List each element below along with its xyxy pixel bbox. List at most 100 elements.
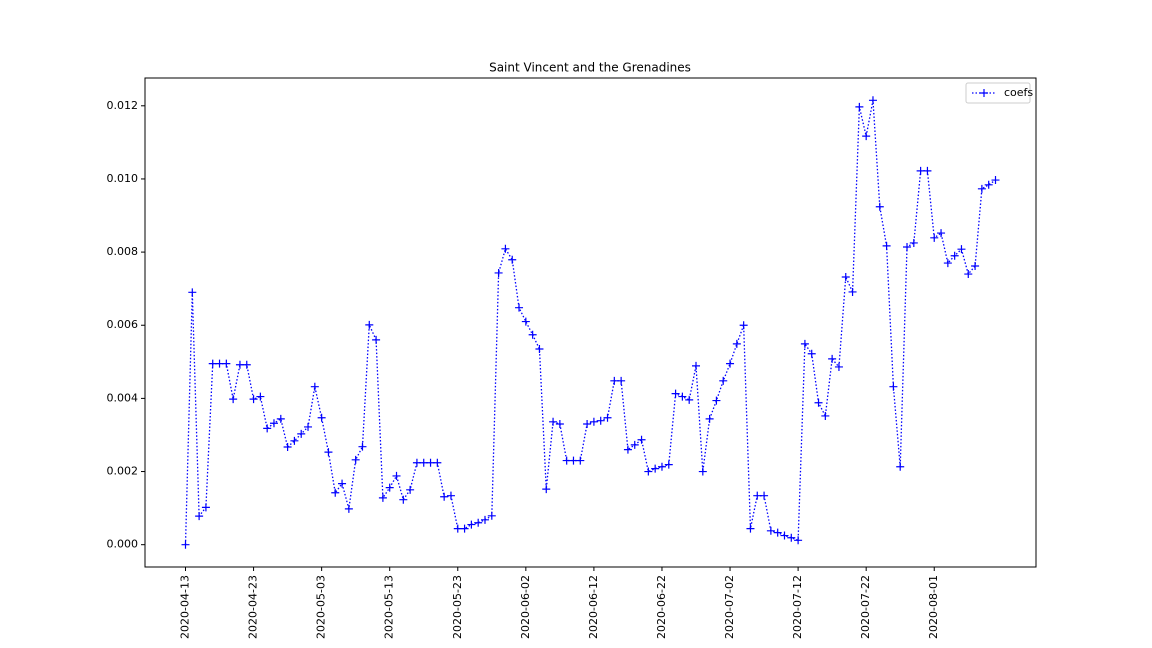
marker: [644, 467, 653, 476]
marker: [283, 443, 292, 452]
marker: [882, 241, 891, 250]
marker: [419, 458, 428, 467]
marker: [351, 455, 360, 464]
marker: [480, 515, 489, 524]
marker: [855, 102, 864, 111]
marker: [862, 132, 871, 141]
marker: [487, 511, 496, 520]
marker: [726, 359, 735, 368]
marker: [766, 526, 775, 535]
marker: [181, 540, 190, 549]
marker: [453, 524, 462, 533]
marker: [664, 460, 673, 469]
marker: [263, 424, 272, 433]
marker: [276, 414, 285, 423]
legend-label: coefs: [1004, 86, 1033, 99]
marker: [671, 389, 680, 398]
marker: [637, 435, 646, 444]
marker: [875, 202, 884, 211]
marker: [535, 345, 544, 354]
marker: [889, 382, 898, 391]
marker: [848, 287, 857, 296]
marker: [603, 413, 612, 422]
x-tick-label: 2020-06-22: [655, 575, 668, 639]
marker: [991, 176, 1000, 185]
plot-frame: [144, 77, 1037, 568]
marker: [569, 456, 578, 465]
marker: [229, 395, 238, 404]
marker: [617, 376, 626, 385]
marker: [562, 456, 571, 465]
marker: [814, 398, 823, 407]
marker: [297, 429, 306, 438]
marker: [787, 533, 796, 542]
marker: [828, 354, 837, 363]
marker: [222, 359, 231, 368]
marker: [916, 166, 925, 175]
marker: [542, 485, 551, 494]
chart-title: Saint Vincent and the Grenadines: [489, 61, 691, 75]
marker: [651, 464, 660, 473]
marker: [501, 244, 510, 253]
marker: [909, 238, 918, 247]
marker: [739, 321, 748, 330]
marker: [392, 471, 401, 480]
marker: [528, 330, 537, 339]
marker: [773, 528, 782, 537]
marker: [474, 518, 483, 527]
x-tick-label: 2020-04-23: [247, 575, 260, 639]
marker: [807, 349, 816, 358]
x-tick-label: 2020-07-22: [859, 575, 872, 639]
marker: [378, 493, 387, 502]
marker: [712, 396, 721, 405]
marker: [508, 255, 517, 264]
marker: [903, 242, 912, 251]
marker: [426, 458, 435, 467]
marker: [753, 491, 762, 500]
marker: [589, 417, 598, 426]
marker: [957, 245, 966, 254]
marker: [800, 339, 809, 348]
marker: [324, 448, 333, 457]
marker: [868, 96, 877, 105]
marker: [977, 184, 986, 193]
marker: [399, 495, 408, 504]
y-tick-label: 0.010: [107, 172, 139, 185]
marker: [780, 531, 789, 540]
legend-box: [965, 82, 1031, 104]
marker: [583, 419, 592, 428]
marker: [249, 395, 258, 404]
marker: [310, 382, 319, 391]
marker: [698, 467, 707, 476]
marker: [896, 462, 905, 471]
marker: [188, 288, 197, 297]
marker: [930, 233, 939, 242]
marker: [406, 485, 415, 494]
x-tick-label: 2020-06-12: [587, 575, 600, 639]
y-tick-label: 0.004: [107, 391, 139, 404]
x-tick-label: 2020-06-02: [519, 575, 532, 639]
marker: [446, 491, 455, 500]
marker: [412, 458, 421, 467]
marker: [365, 320, 374, 329]
marker: [576, 456, 585, 465]
marker: [358, 442, 367, 451]
marker: [630, 440, 639, 449]
marker: [269, 419, 278, 428]
marker: [304, 422, 313, 431]
marker: [467, 520, 476, 529]
marker: [937, 229, 946, 238]
marker: [494, 268, 503, 277]
marker: [719, 376, 728, 385]
marker: [521, 317, 530, 326]
y-tick-label: 0.000: [107, 538, 139, 551]
marker: [460, 524, 469, 533]
marker: [215, 359, 224, 368]
marker: [344, 504, 353, 513]
legend-marker: [980, 89, 988, 97]
y-tick-label: 0.006: [107, 318, 139, 331]
x-tick-label: 2020-08-01: [927, 575, 940, 639]
marker: [610, 376, 619, 385]
marker: [596, 416, 605, 425]
marker: [208, 359, 217, 368]
